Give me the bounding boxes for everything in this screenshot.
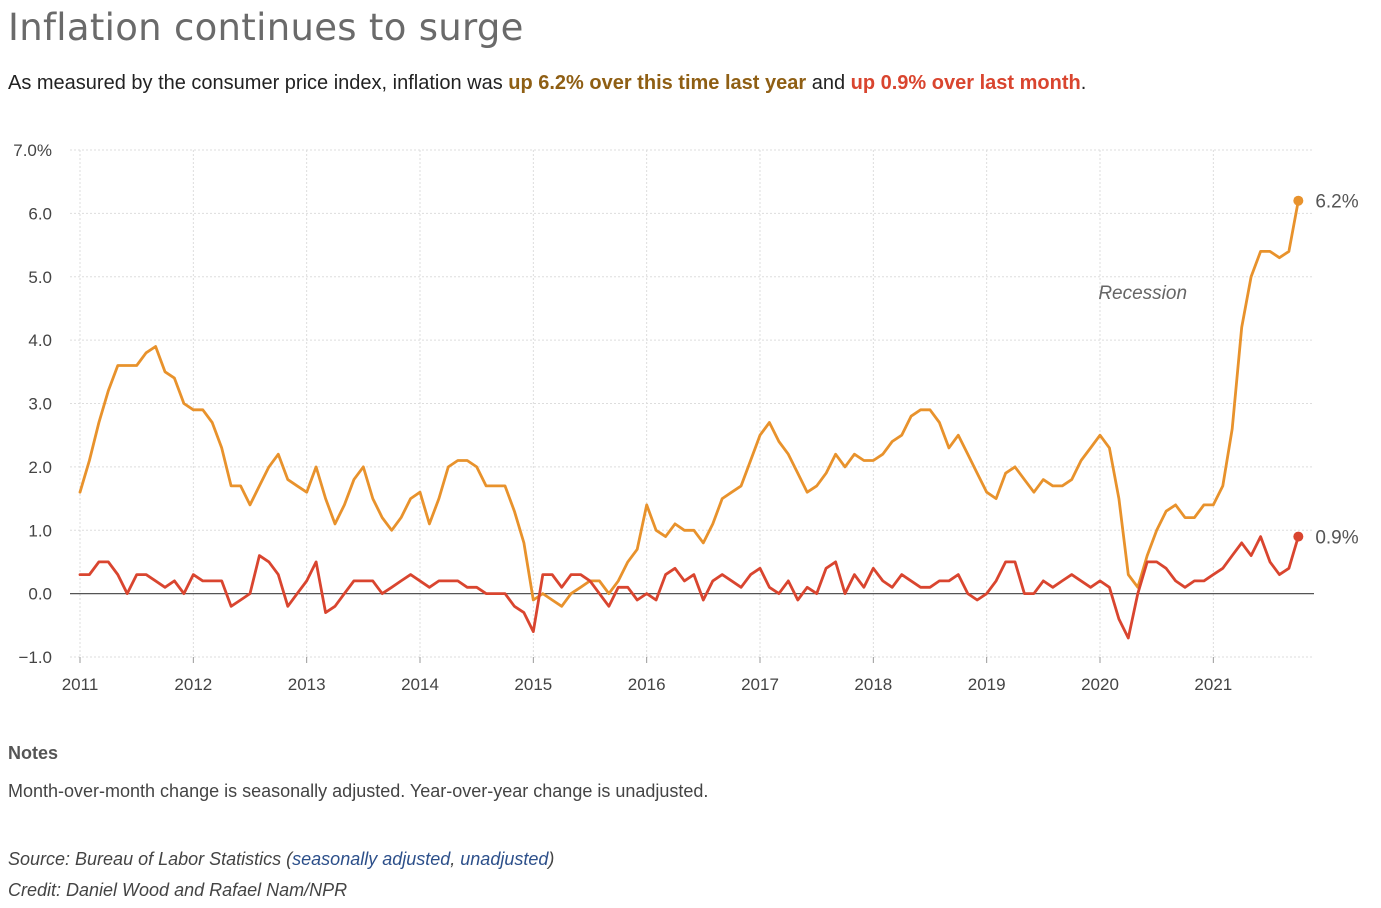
x-tick-label: 2017 bbox=[741, 675, 779, 694]
y-tick-label: 1.0 bbox=[28, 521, 52, 540]
subtitle-mom-highlight: up 0.9% over last month bbox=[850, 72, 1081, 94]
source-line: Source: Bureau of Labor Statistics (seas… bbox=[8, 849, 554, 870]
y-tick-label: 0.0 bbox=[28, 585, 52, 604]
subtitle-prefix: As measured by the consumer price index,… bbox=[8, 72, 509, 94]
notes-heading: Notes bbox=[8, 743, 59, 763]
x-tick-label: 2021 bbox=[1194, 675, 1232, 694]
mom-end-label: 0.9% bbox=[1315, 528, 1358, 549]
x-tick-label: 2020 bbox=[1081, 675, 1119, 694]
source-suffix: ) bbox=[548, 849, 555, 869]
source-prefix: Source: Bureau of Labor Statistics ( bbox=[8, 849, 293, 869]
subtitle-suffix: . bbox=[1080, 72, 1087, 94]
x-tick-label: 2015 bbox=[514, 675, 552, 694]
y-tick-label: 4.0 bbox=[28, 331, 52, 350]
notes-text: Month-over-month change is seasonally ad… bbox=[8, 781, 709, 801]
y-tick-label: 2.0 bbox=[28, 458, 52, 477]
recession-annotation: Recession bbox=[1098, 283, 1187, 304]
unadjusted-link[interactable]: unadjusted bbox=[460, 849, 549, 869]
x-tick-label: 2016 bbox=[628, 675, 666, 694]
y-tick-label: 5.0 bbox=[28, 268, 52, 287]
yoy-series-line bbox=[78, 199, 1300, 608]
inflation-line-chart: −1.0 0.0 1.0 2.0 3.0 4.0 5.0 6.0 7.0% 2011 2012 201… bbox=[13, 141, 1358, 694]
y-tick-label: −1.0 bbox=[18, 648, 52, 667]
y-tick-label: 6.0 bbox=[28, 204, 52, 223]
x-tick-label: 2018 bbox=[854, 675, 892, 694]
x-tick-label: 2014 bbox=[401, 675, 439, 694]
subtitle-middle: and bbox=[806, 72, 851, 94]
x-tick-label: 2013 bbox=[288, 675, 326, 694]
source-separator: , bbox=[450, 849, 461, 869]
yoy-end-label: 6.2% bbox=[1315, 192, 1358, 213]
mom-series-line bbox=[78, 535, 1300, 640]
y-tick-label: 3.0 bbox=[28, 395, 52, 414]
x-tick-label: 2012 bbox=[174, 675, 212, 694]
mom-end-point bbox=[1293, 531, 1304, 542]
credit-line: Credit: Daniel Wood and Rafael Nam/NPR bbox=[8, 880, 348, 900]
y-tick-label: 7.0% bbox=[13, 141, 52, 160]
seasonally-adjusted-link[interactable]: seasonally adjusted bbox=[292, 849, 451, 869]
chart-subtitle: As measured by the consumer price index,… bbox=[8, 72, 1086, 95]
x-tick-label: 2011 bbox=[62, 675, 99, 694]
x-tick-label: 2019 bbox=[968, 675, 1006, 694]
subtitle-yoy-highlight: up 6.2% over this time last year bbox=[508, 72, 807, 94]
yoy-end-point bbox=[1293, 195, 1304, 206]
chart-title: Inflation continues to surge bbox=[8, 6, 524, 49]
